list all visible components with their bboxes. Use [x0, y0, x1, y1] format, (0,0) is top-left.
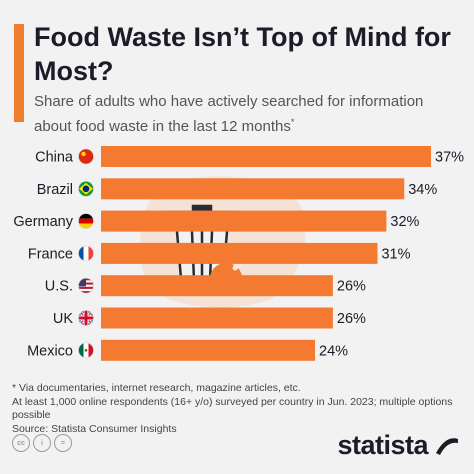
subtitle-text: Share of adults who have actively search… [34, 93, 424, 135]
flag-canton [78, 278, 86, 287]
value-label: 26% [337, 279, 366, 295]
chart-subtitle: Share of adults who have actively search… [34, 92, 464, 137]
mexico-flag-icon [78, 342, 94, 359]
germany-flag-icon [78, 213, 94, 229]
bar-row: UK 26% [53, 307, 366, 329]
brazil-flag-icon [78, 180, 94, 197]
flag-shapes [78, 213, 94, 229]
flag-stripe-green [78, 342, 84, 358]
flag-outline [78, 180, 94, 197]
uk-flag-icon [78, 310, 94, 326]
value-label: 34% [408, 182, 437, 198]
footnote: * Via documentaries, internet research, … [12, 382, 472, 436]
flag-stripe-white [83, 245, 89, 261]
category-label: Mexico [27, 343, 73, 359]
flag-shapes [78, 181, 94, 197]
footnote-source: Source: Statista Consumer Insights [12, 422, 177, 435]
flag-shapes [78, 310, 94, 326]
flag-cross-red-h [78, 316, 94, 320]
flag-outline [78, 310, 94, 326]
flag-shapes [78, 245, 94, 261]
us-flag-icon [78, 277, 94, 294]
flag-stripe-red [88, 342, 94, 358]
bar-row: France 31% [28, 242, 411, 264]
flag-stripe-red [88, 245, 94, 261]
no-derivatives-icon[interactable]: = [54, 434, 72, 452]
value-label: 24% [319, 343, 348, 359]
bars-layer: China 37% Brazil 34% Germany 32% France 31% U.S.… [13, 146, 464, 361]
bar-row: Germany 32% [13, 210, 420, 232]
category-label: Germany [13, 214, 73, 230]
license-icons: cc i = [12, 434, 72, 452]
flag-stripe-blue [78, 245, 84, 261]
flag-shapes [78, 149, 94, 164]
bar-row: China 37% [35, 146, 464, 167]
bar-row: U.S. 26% [45, 275, 366, 297]
value-label: 31% [381, 246, 410, 262]
flag-outline [78, 148, 94, 165]
footer: cc i = statista [0, 420, 474, 474]
category-label: China [35, 150, 74, 166]
bar [101, 242, 378, 264]
category-label: France [28, 246, 73, 262]
flag-outline [78, 245, 94, 262]
flag-outline [78, 277, 94, 294]
flag-shapes [78, 278, 94, 294]
brand-name: statista [337, 430, 428, 460]
france-flag-icon [78, 245, 94, 262]
footnote-line-2: At least 1,000 online respondents (16+ y… [12, 395, 453, 422]
bar [101, 275, 333, 297]
category-label: UK [53, 311, 73, 327]
creative-commons-icon[interactable]: cc [12, 434, 30, 452]
flag-stripe-black [78, 213, 94, 219]
category-label: U.S. [45, 279, 73, 295]
accent-bar [14, 24, 24, 122]
subtitle-footnote-mark: * [290, 117, 295, 127]
bar-row: Brazil 34% [37, 178, 437, 200]
flag-globe [82, 185, 90, 193]
bar [101, 210, 387, 232]
flag-stripe-red [78, 218, 94, 224]
bar [101, 307, 333, 329]
china-flag-icon [78, 148, 94, 165]
flag-shapes [78, 342, 94, 358]
brand-logo[interactable]: statista [337, 430, 460, 461]
value-label: 26% [337, 311, 366, 327]
bar [101, 178, 405, 200]
flag-stripe-gold [78, 223, 94, 229]
footnote-line-1: * Via documentaries, internet research, … [12, 382, 301, 394]
value-label: 32% [390, 214, 419, 230]
chart-title: Food Waste Isn’t Top of Mind for Most? [34, 22, 451, 86]
bar-row: Mexico 24% [27, 339, 348, 361]
flag-outline [78, 213, 94, 229]
flag-outline [78, 342, 94, 359]
bar-chart: China 37% Brazil 34% Germany 32% France 31% U.S.… [13, 146, 464, 361]
bar [101, 146, 431, 167]
bar [101, 339, 316, 361]
flag-stripe [78, 286, 94, 289]
flag-stripe [78, 291, 94, 294]
attribution-icon[interactable]: i [33, 434, 51, 452]
category-label: Brazil [37, 182, 73, 198]
flag-star [81, 151, 86, 157]
statista-logo-icon [436, 437, 458, 455]
value-label: 37% [435, 150, 464, 166]
flag-emblem [84, 348, 88, 352]
